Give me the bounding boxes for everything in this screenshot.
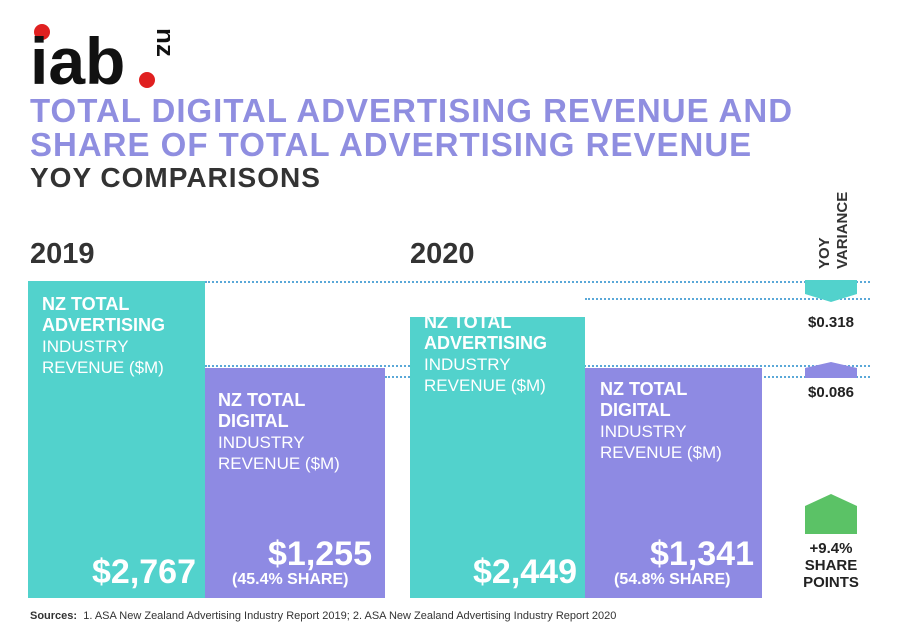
bar-total-2019	[28, 281, 205, 598]
bar-digital-2020	[585, 368, 762, 598]
variance-label-total: $0.318	[808, 314, 854, 331]
bar-digital-2019	[205, 368, 385, 598]
series-label-digital-2019: NZ TOTAL DIGITAL INDUSTRY REVENUE ($M)	[218, 390, 340, 473]
chart-subtitle: YOY COMPARISONS	[30, 162, 321, 193]
variance-down-arrow-total	[805, 280, 857, 302]
series-label-total-2019: NZ TOTAL ADVERTISING INDUSTRY REVENUE ($…	[42, 294, 166, 377]
iab-nz-logo: iab nz	[30, 24, 170, 92]
svg-text:nz: nz	[151, 28, 170, 57]
yoy-variance-header: YOY VARIANCE	[800, 185, 862, 270]
yoy-header-line-1: YOY	[816, 237, 833, 269]
title-line-1: TOTAL DIGITAL ADVERTISING REVENUE AND	[30, 92, 794, 129]
reference-line-total-2020	[585, 298, 870, 300]
title-line-2: SHARE OF TOTAL ADVERTISING REVENUE	[30, 126, 753, 163]
share-label-2020: (54.8% SHARE)	[614, 571, 731, 588]
chart-title: TOTAL DIGITAL ADVERTISING REVENUE AND SH…	[30, 94, 870, 162]
series-label-digital-2020: NZ TOTAL DIGITAL INDUSTRY REVENUE ($M)	[600, 379, 722, 462]
variance-label-share: +9.4% SHARE POINTS	[803, 540, 859, 591]
value-label-total-2019: $2,767	[92, 553, 196, 591]
variance-label-digital: $0.086	[808, 384, 854, 401]
value-label-total-2020: $2,449	[473, 553, 577, 591]
yoy-header-line-2: VARIANCE	[834, 191, 851, 269]
variance-up-arrow-share	[805, 494, 857, 534]
value-label-digital-2020: $1,341	[650, 535, 754, 573]
value-label-digital-2019: $1,255	[268, 535, 372, 573]
series-label-total-2020: NZ TOTAL ADVERTISING INDUSTRY REVENUE ($…	[424, 312, 548, 395]
sources-footnote: Sources: 1. ASA New Zealand Advertising …	[30, 610, 617, 622]
bar-total-2020	[410, 317, 585, 598]
variance-up-arrow-digital	[805, 362, 857, 378]
reference-line-total-2019	[205, 281, 870, 283]
year-label-2020: 2020	[410, 238, 475, 270]
year-label-2019: 2019	[30, 238, 95, 270]
share-label-2019: (45.4% SHARE)	[232, 571, 349, 588]
svg-text:iab: iab	[30, 24, 125, 92]
